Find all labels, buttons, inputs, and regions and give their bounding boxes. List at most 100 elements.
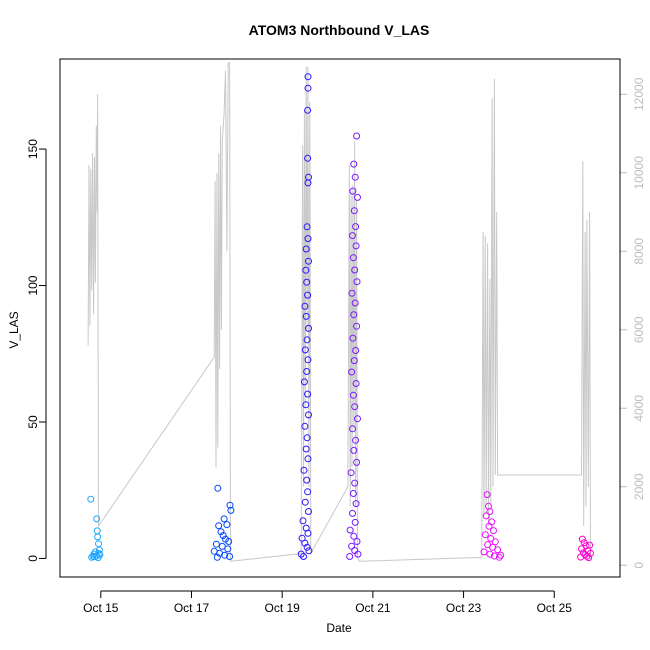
data-point xyxy=(348,542,356,550)
data-point xyxy=(303,336,311,344)
data-point xyxy=(351,173,359,181)
data-point xyxy=(304,390,312,398)
data-point xyxy=(87,495,95,503)
data-point xyxy=(217,528,225,536)
data-point xyxy=(349,232,356,240)
data-point xyxy=(486,550,494,558)
data-point xyxy=(491,538,499,546)
data-point xyxy=(578,545,585,553)
data-point xyxy=(354,550,362,558)
chart-title: ATOM3 Northbound V_LAS xyxy=(249,22,430,38)
data-point xyxy=(305,411,312,419)
data-point xyxy=(353,132,361,140)
data-point xyxy=(483,491,491,499)
data-point xyxy=(350,446,358,454)
data-point xyxy=(494,546,502,554)
data-point xyxy=(354,415,361,423)
data-point xyxy=(578,535,586,543)
data-point xyxy=(213,553,221,561)
data-point xyxy=(304,488,312,496)
data-point xyxy=(351,479,359,487)
data-point xyxy=(214,484,222,492)
y-axis-label: V_LAS xyxy=(7,311,21,348)
x-tick-label: Oct 25 xyxy=(537,601,573,615)
data-point xyxy=(301,422,309,430)
data-point xyxy=(305,508,312,515)
x-axis-label: Date xyxy=(326,621,352,635)
data-point xyxy=(223,521,231,529)
data-point xyxy=(93,515,101,523)
data-point xyxy=(304,73,312,81)
data-point xyxy=(353,322,361,330)
data-point xyxy=(352,436,360,444)
y-tick-label: 100 xyxy=(26,275,40,295)
data-point xyxy=(220,515,228,523)
data-point xyxy=(302,245,310,253)
data-point xyxy=(351,547,359,554)
data-point xyxy=(221,551,229,559)
data-point xyxy=(353,458,361,466)
data-point xyxy=(301,539,309,547)
data-point xyxy=(94,554,102,562)
data-point xyxy=(352,500,360,508)
x-tick-label: Oct 15 xyxy=(83,601,119,615)
data-point xyxy=(304,455,312,463)
data-point xyxy=(349,509,356,517)
data-point xyxy=(349,490,357,497)
data-point xyxy=(226,501,234,509)
data-point xyxy=(301,346,309,354)
x-tick-label: Oct 19 xyxy=(265,601,301,615)
data-point xyxy=(304,529,312,537)
data-point xyxy=(305,324,312,332)
data-point xyxy=(349,391,357,399)
data-point xyxy=(490,527,497,535)
y-tick-label: 150 xyxy=(26,139,40,159)
y2-tick-label: 10000 xyxy=(632,156,646,190)
data-point xyxy=(95,540,102,548)
data-point xyxy=(301,498,309,506)
data-point xyxy=(226,553,234,560)
data-point xyxy=(304,179,312,187)
data-point xyxy=(351,403,359,411)
data-point xyxy=(485,502,492,510)
data-point xyxy=(351,299,359,307)
y-tick-label: 0 xyxy=(26,555,40,562)
data-point xyxy=(348,289,356,297)
data-point xyxy=(349,425,356,433)
data-point xyxy=(95,546,103,554)
data-point xyxy=(352,242,360,250)
data-point xyxy=(349,187,357,195)
y-tick-label: 50 xyxy=(26,415,40,429)
data-point xyxy=(354,193,361,201)
data-point xyxy=(218,542,226,550)
data-point xyxy=(304,356,312,364)
data-point xyxy=(303,543,311,551)
data-point xyxy=(300,466,308,474)
data-point xyxy=(350,207,358,215)
data-point xyxy=(353,278,361,286)
axes-group: Oct 15 Oct 17 Oct 19 Oct 21 Oct 23 Oct 25 0 50 1… xyxy=(26,77,646,614)
data-point xyxy=(215,522,223,530)
data-point xyxy=(302,445,310,453)
data-point xyxy=(347,469,355,477)
data-point xyxy=(297,550,305,558)
x-tick-label: Oct 23 xyxy=(446,601,482,615)
y2-tick-label: 8000 xyxy=(632,238,646,265)
data-point xyxy=(480,548,488,556)
data-point xyxy=(482,512,490,520)
data-point xyxy=(351,518,359,526)
y2-tick-label: 0 xyxy=(632,562,646,569)
data-point xyxy=(302,312,310,320)
data-point xyxy=(350,532,358,540)
data-point xyxy=(304,235,312,243)
data-point xyxy=(350,311,358,319)
data-point xyxy=(352,380,360,387)
data-point xyxy=(485,522,493,530)
data-point xyxy=(304,154,312,162)
data-point xyxy=(302,266,310,274)
data-point xyxy=(346,553,354,560)
data-point xyxy=(302,401,310,409)
data-point xyxy=(349,334,357,342)
data-point xyxy=(300,378,308,386)
